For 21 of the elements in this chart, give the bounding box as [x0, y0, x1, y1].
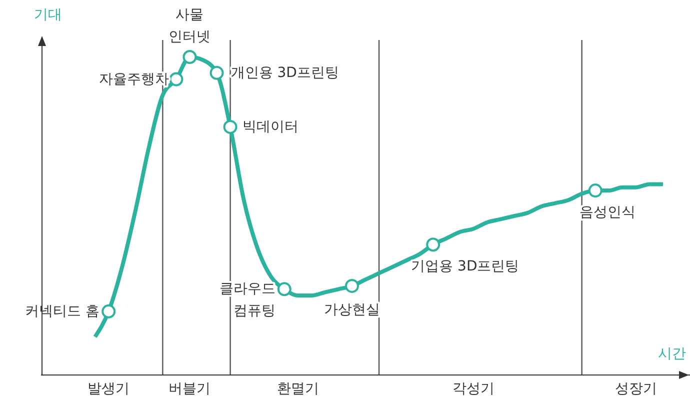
x-axis-title: 시간 [658, 345, 686, 363]
annotation: 개인용 3D프린팅 [230, 64, 339, 81]
point [426, 238, 440, 252]
x-tick-label: 각성기 [452, 380, 495, 397]
annotation: 가상현실 [324, 302, 380, 318]
point [277, 282, 292, 296]
y-axis-title: 기대 [34, 6, 62, 24]
point [210, 66, 224, 80]
annotation: 기업용 3D프린팅 [411, 258, 520, 275]
point [169, 72, 184, 86]
point [588, 184, 602, 198]
point [223, 120, 238, 134]
point [344, 278, 359, 293]
point [182, 50, 197, 64]
x-tick-label: 성장기 [614, 380, 657, 397]
annotation: 빅데이터 [242, 118, 298, 135]
x-tick-label: 발생기 [88, 380, 130, 397]
text: 사물 인터넷 [168, 7, 211, 45]
point [102, 304, 116, 318]
x-tick-label: 환멸기 [276, 380, 319, 397]
x-tick-label: 버블기 [168, 380, 211, 397]
